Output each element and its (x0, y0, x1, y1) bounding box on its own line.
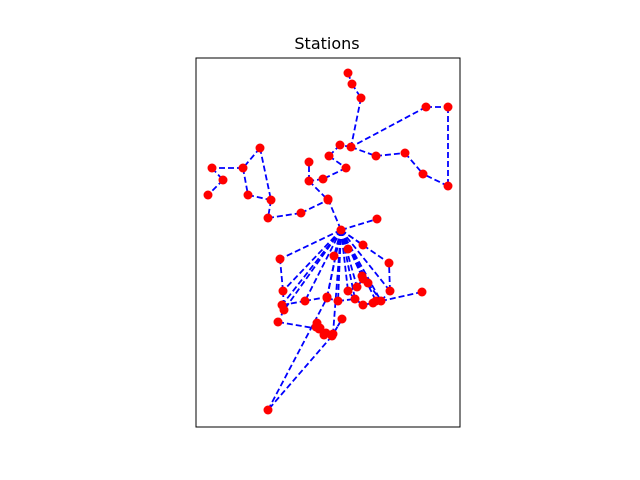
route-segment (326, 229, 342, 299)
station-point (327, 331, 337, 341)
station-point (203, 190, 213, 200)
station-point (273, 317, 283, 327)
route-segment (340, 229, 349, 292)
station-point (278, 286, 288, 296)
station-point (352, 282, 362, 292)
station-point (400, 148, 410, 158)
station-point (346, 142, 356, 152)
chart-title: Stations (294, 34, 359, 53)
station-point (324, 151, 334, 161)
station-point (372, 214, 382, 224)
station-point (356, 93, 366, 103)
station-point (350, 294, 360, 304)
station-point (343, 68, 353, 78)
station-point (218, 175, 228, 185)
station-point (443, 181, 453, 191)
station-point (300, 296, 310, 306)
station-point (296, 208, 306, 218)
route-segment (327, 198, 342, 231)
station-point (443, 102, 453, 112)
station-point (318, 174, 328, 184)
station-point (263, 405, 273, 415)
station-point (329, 251, 339, 261)
station-point (385, 286, 395, 296)
station-point (417, 287, 427, 297)
station-point (335, 140, 345, 150)
station-point (357, 271, 367, 281)
route-segment (281, 229, 342, 306)
route-segment (267, 297, 328, 411)
station-point (275, 254, 285, 264)
station-point (312, 318, 322, 328)
route-segment (304, 229, 342, 302)
route-lines (207, 72, 449, 411)
station-point (384, 258, 394, 268)
route-segment (375, 152, 406, 157)
route-segment (422, 173, 449, 187)
station-point (207, 163, 217, 173)
station-point (336, 225, 346, 235)
route-segment (404, 152, 424, 175)
station-point (368, 298, 378, 308)
station-point (277, 300, 287, 310)
station-point (347, 79, 357, 89)
route-segment (267, 212, 302, 219)
route-segment (277, 321, 320, 330)
station-point (304, 176, 314, 186)
route-segment (340, 229, 377, 302)
station-markers (203, 68, 453, 415)
route-segment (332, 229, 342, 335)
route-segment (350, 106, 427, 148)
station-point (337, 314, 347, 324)
station-point (322, 293, 332, 303)
route-segment (283, 229, 342, 311)
route-segment (380, 291, 423, 302)
station-point (323, 194, 333, 204)
station-point (255, 143, 265, 153)
route-segment (340, 218, 378, 231)
station-point (371, 151, 381, 161)
station-point (418, 169, 428, 179)
route-segment (279, 258, 284, 292)
station-point (358, 300, 368, 310)
station-point (341, 163, 351, 173)
route-segment (300, 199, 329, 214)
station-point (363, 278, 373, 288)
route-segment (267, 335, 333, 411)
station-point (358, 240, 368, 250)
route-segment (282, 229, 342, 292)
axes-frame (195, 57, 461, 428)
station-point (266, 195, 276, 205)
route-segment (242, 167, 249, 196)
route-segment (340, 229, 358, 288)
station-point (421, 102, 431, 112)
route-segment (340, 229, 391, 292)
station-point (343, 244, 353, 254)
station-point (304, 157, 314, 167)
station-point (243, 190, 253, 200)
station-point (238, 163, 248, 173)
station-point (263, 213, 273, 223)
route-segment (279, 229, 342, 260)
station-point (333, 296, 343, 306)
route-segment (350, 97, 362, 148)
route-segment (259, 147, 272, 201)
station-point (343, 286, 353, 296)
route-segment (388, 262, 391, 292)
